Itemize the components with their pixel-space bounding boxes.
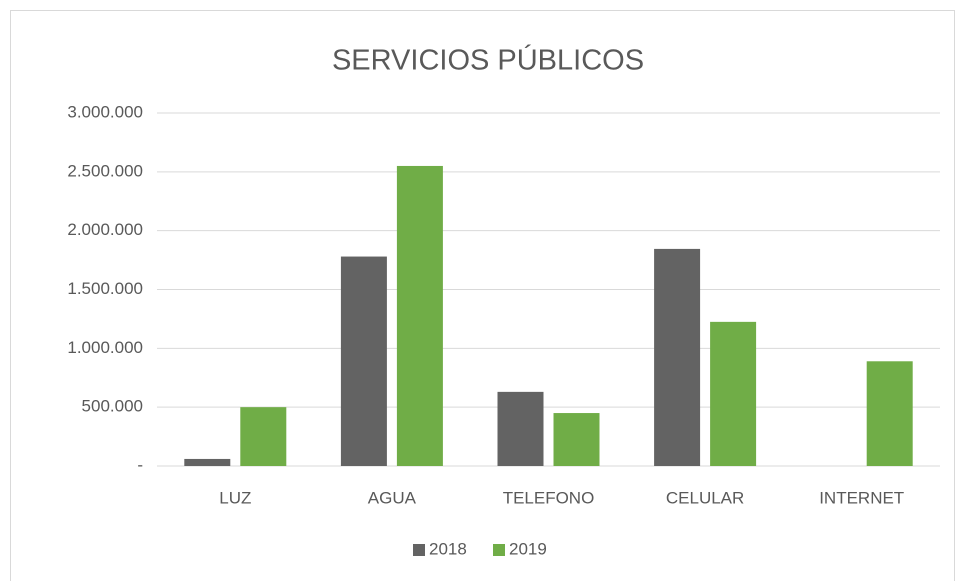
y-tick-label: - bbox=[137, 455, 143, 474]
bar bbox=[184, 458, 231, 466]
x-tick-label: AGUA bbox=[368, 488, 417, 507]
x-tick-label: LUZ bbox=[219, 488, 251, 507]
bar bbox=[654, 248, 701, 466]
legend-swatch bbox=[413, 544, 425, 556]
bar bbox=[340, 256, 387, 466]
x-tick-label: CELULAR bbox=[666, 488, 744, 507]
bar bbox=[396, 165, 443, 466]
legend-label: 2019 bbox=[509, 539, 547, 558]
bar bbox=[866, 361, 913, 466]
legend-label: 2018 bbox=[429, 539, 467, 558]
y-tick-label: 1.500.000 bbox=[67, 279, 143, 298]
x-tick-label: TELEFONO bbox=[503, 488, 595, 507]
bar bbox=[497, 391, 544, 466]
bar bbox=[710, 321, 757, 466]
y-tick-label: 3.000.000 bbox=[67, 102, 143, 121]
chart-title: SERVICIOS PÚBLICOS bbox=[332, 44, 644, 77]
bar bbox=[553, 413, 600, 466]
chart-border bbox=[10, 10, 955, 581]
bar bbox=[240, 407, 287, 466]
y-tick-label: 2.000.000 bbox=[67, 220, 143, 239]
y-tick-label: 1.000.000 bbox=[67, 338, 143, 357]
x-tick-label: INTERNET bbox=[819, 488, 904, 507]
y-tick-label: 500.000 bbox=[82, 397, 143, 416]
legend-swatch bbox=[493, 544, 505, 556]
y-tick-label: 2.500.000 bbox=[67, 161, 143, 180]
